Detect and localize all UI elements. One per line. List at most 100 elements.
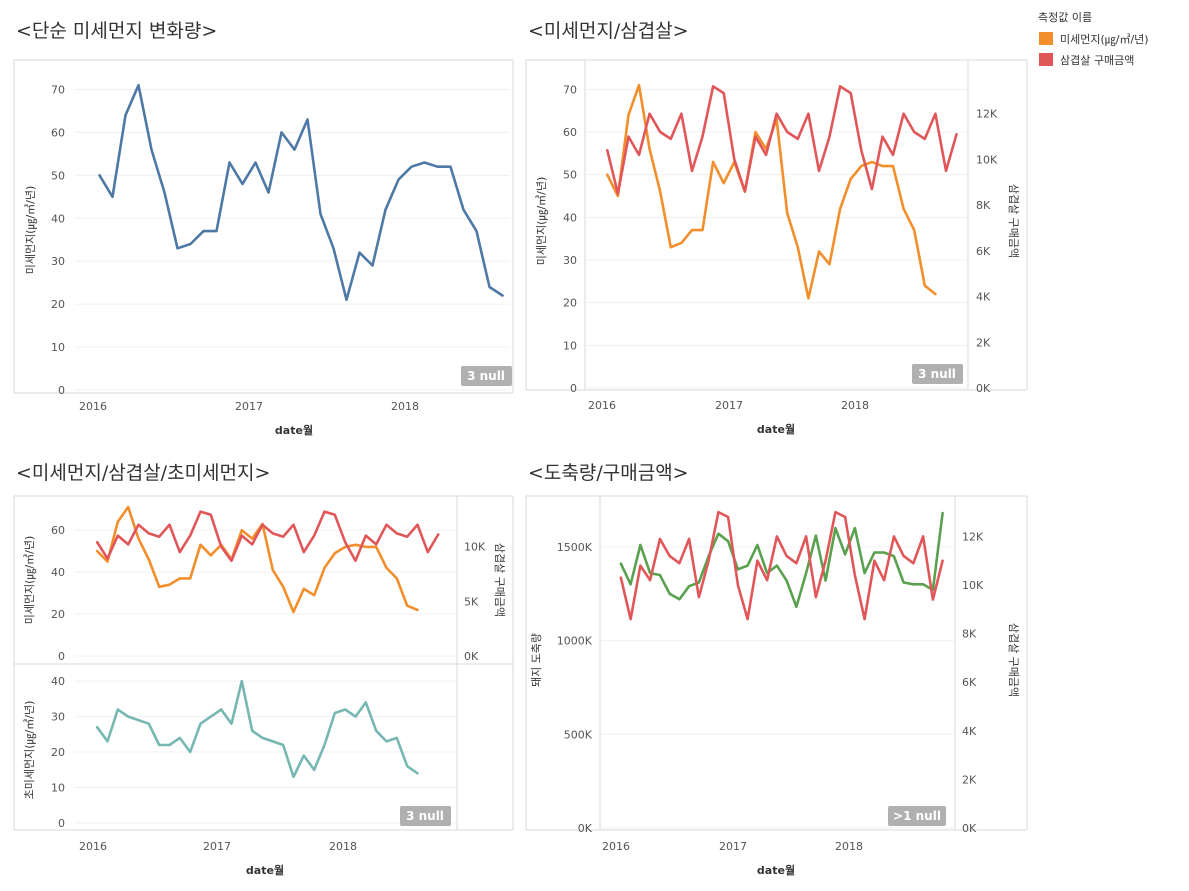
legend-label-pork[interactable]: 삼겹살 구매금액	[1060, 54, 1134, 67]
y2-tick-label: 0K	[464, 650, 479, 663]
y2-tick-label: 12K	[962, 530, 984, 543]
chart-3-null-badge[interactable]: 3 null	[400, 806, 451, 826]
y-tick-label: 500K	[564, 728, 593, 741]
chart-2-y2-title: 삼겹살 구매금액	[1007, 184, 1020, 258]
y2-tick-label: 10K	[976, 153, 998, 166]
chart-1-x-title: date월	[275, 423, 313, 437]
y-tick-label: 1000K	[557, 635, 593, 648]
y-tick-label: 0	[58, 384, 65, 397]
x-tick-label: 2017	[235, 400, 263, 413]
chart-2-title: <미세먼지/삼겹살>	[528, 20, 689, 42]
chart-1-null-badge[interactable]: 3 null	[461, 366, 512, 386]
x-tick-label: 2016	[79, 840, 107, 853]
series-line-c4-1[interactable]	[619, 510, 944, 621]
y-tick-label: 10	[51, 782, 65, 795]
y2-tick-label: 0K	[962, 822, 977, 835]
y2-tick-label: 8K	[962, 628, 977, 641]
chart-3-null-text: 3 null	[406, 809, 444, 823]
y2-tick-label: 5K	[464, 595, 479, 608]
y2-tick-label: 4K	[962, 725, 977, 738]
y-tick-label: 0	[58, 817, 65, 830]
x-tick-label: 2017	[203, 840, 231, 853]
legend: 측정값 이름 미세먼지(㎍/㎥/년) 삼겹살 구매금액	[1038, 11, 1149, 67]
chart-3-x-title: date월	[246, 863, 284, 877]
y-tick-label: 60	[563, 126, 577, 139]
legend-label-fine-dust[interactable]: 미세먼지(㎍/㎥/년)	[1060, 33, 1149, 46]
series-line-c3-p0-1[interactable]	[95, 510, 440, 563]
y-tick-label: 1500K	[557, 541, 593, 554]
x-tick-label: 2017	[715, 399, 743, 412]
series-line-c3-p0-0[interactable]	[95, 505, 419, 614]
y-tick-label: 30	[563, 254, 577, 267]
y-tick-label: 20	[563, 297, 577, 310]
chart-4-null-badge[interactable]: >1 null	[888, 806, 946, 826]
y-tick-label: 0	[58, 650, 65, 663]
chart-4-null-text: >1 null	[893, 809, 941, 823]
series-line-c2-0[interactable]	[605, 83, 937, 300]
chart-4-title: <도축량/구매금액>	[528, 462, 689, 484]
series-line-c1-0[interactable]	[98, 83, 504, 302]
y-tick-label: 50	[51, 169, 65, 182]
series-line-c2-1[interactable]	[605, 85, 958, 195]
chart-fine-dust: 미세먼지(㎍/㎥/년) date월 0 10 20 30 40 50 60 70 2016 201…	[13, 59, 514, 437]
y2-tick-label: 10K	[464, 541, 486, 554]
y-tick-label: 10	[563, 339, 577, 352]
chart-dust-pork-ultrafine: 미세먼지(㎍/㎥/년) 삼겹살 구매금액 초미세먼지(㎍/㎥/년) date월 …	[13, 495, 514, 877]
y-tick-label: 0	[570, 382, 577, 395]
y-tick-label: 20	[51, 298, 65, 311]
y2-tick-label: 8K	[976, 199, 991, 212]
x-tick-label: 2017	[719, 840, 747, 853]
chart-3-bottom-y-title: 초미세먼지(㎍/㎥/년)	[23, 701, 36, 800]
y-tick-label: 20	[51, 746, 65, 759]
series-line-c4-0[interactable]	[619, 511, 944, 609]
y2-tick-label: 10K	[962, 579, 984, 592]
legend-swatch-pork[interactable]	[1039, 53, 1053, 66]
y-tick-label: 30	[51, 711, 65, 724]
y-tick-label: 70	[563, 83, 577, 96]
chart-2-y-title: 미세먼지(㎍/㎥/년)	[535, 177, 548, 266]
y-tick-label: 0K	[578, 822, 593, 835]
chart-2-null-text: 3 null	[918, 367, 956, 381]
chart-1-y-title: 미세먼지(㎍/㎥/년)	[24, 186, 37, 275]
chart-4-x-title: date월	[757, 863, 795, 877]
y-tick-label: 30	[51, 255, 65, 268]
chart-dust-vs-pork: 미세먼지(㎍/㎥/년) 삼겹살 구매금액 date월 0 10 20 30 40 50 60…	[525, 59, 1028, 436]
chart-2-null-badge[interactable]: 3 null	[912, 364, 963, 384]
chart-slaughter-vs-purchase: 돼지 도축량 삼겹살 구매금액 date월 0K 500K 1000K 1500K 0K…	[525, 495, 1028, 877]
y2-tick-label: 6K	[976, 245, 991, 258]
legend-swatch-fine-dust[interactable]	[1039, 32, 1053, 45]
chart-1-null-text: 3 null	[467, 369, 505, 383]
y-tick-label: 60	[51, 524, 65, 537]
x-tick-label: 2016	[602, 840, 630, 853]
y-tick-label: 60	[51, 126, 65, 139]
y-tick-label: 40	[51, 675, 65, 688]
y2-tick-label: 6K	[962, 676, 977, 689]
y-tick-label: 70	[51, 83, 65, 96]
chart-3-title: <미세먼지/삼겹살/초미세먼지>	[16, 462, 270, 484]
legend-title: 측정값 이름	[1038, 11, 1092, 24]
x-tick-label: 2018	[329, 840, 357, 853]
y2-tick-label: 2K	[962, 773, 977, 786]
chart-4-y2-title: 삼겹살 구매금액	[1007, 623, 1020, 697]
y-tick-label: 50	[563, 169, 577, 182]
x-tick-label: 2018	[391, 400, 419, 413]
y2-tick-label: 0K	[976, 382, 991, 395]
y-tick-label: 20	[51, 608, 65, 621]
chart-4-y-title: 돼지 도축량	[530, 633, 543, 687]
series-line-c3-p1-0[interactable]	[95, 679, 419, 779]
x-tick-label: 2018	[835, 840, 863, 853]
chart-3-top-y-title: 미세먼지(㎍/㎥/년)	[23, 536, 36, 625]
y-tick-label: 40	[563, 211, 577, 224]
y-tick-label: 10	[51, 341, 65, 354]
chart-1-title: <단순 미세먼지 변화량>	[16, 20, 217, 42]
y-tick-label: 40	[51, 212, 65, 225]
y-tick-label: 40	[51, 566, 65, 579]
y2-tick-label: 4K	[976, 291, 991, 304]
x-tick-label: 2016	[79, 400, 107, 413]
x-tick-label: 2016	[588, 399, 616, 412]
y2-tick-label: 2K	[976, 336, 991, 349]
x-tick-label: 2018	[841, 399, 869, 412]
chart-3-top-y2-title: 삼겹살 구매금액	[493, 543, 506, 617]
chart-2-x-title: date월	[757, 422, 795, 436]
